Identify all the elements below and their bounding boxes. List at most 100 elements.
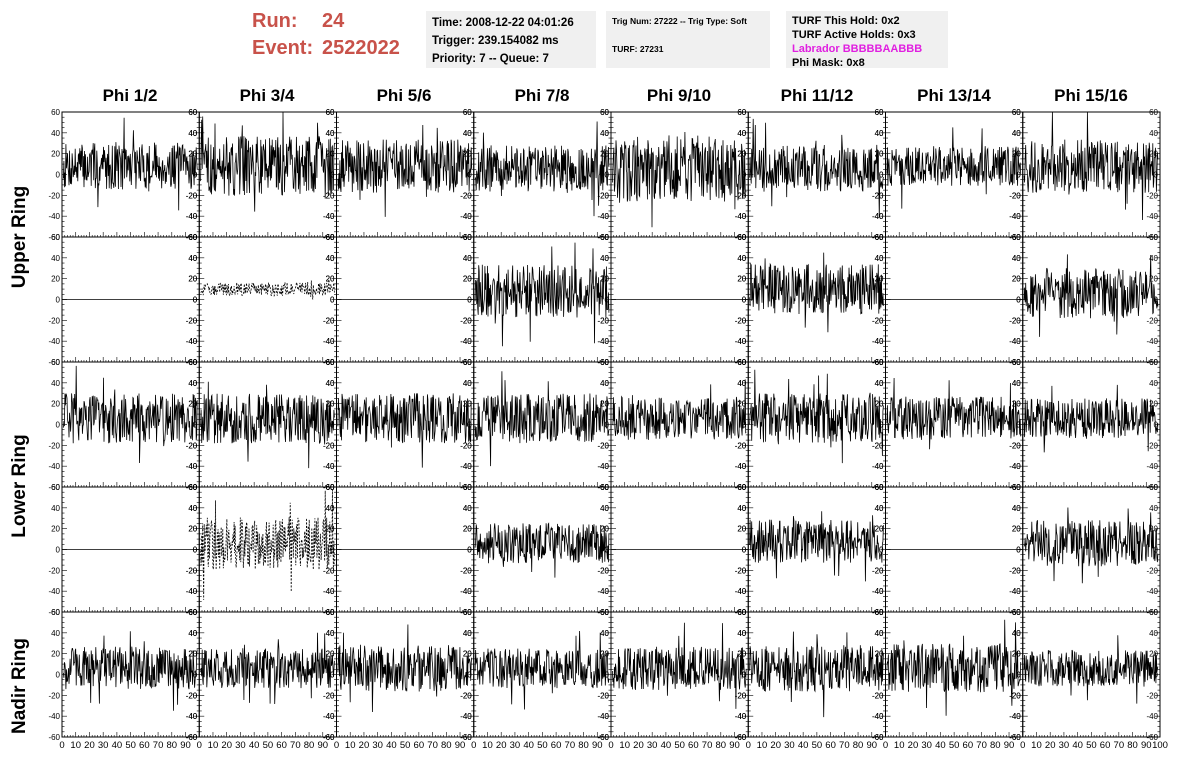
y-tick-label-right: -20: [460, 441, 472, 450]
y-tick-label-right: 20: [463, 275, 472, 284]
y-tick-label-right: -60: [186, 733, 198, 742]
y-tick-label-right: 60: [737, 233, 746, 242]
y-tick-label-left: 0: [742, 421, 747, 430]
y-tick-label-left: -20: [735, 691, 747, 700]
y-tick-label-left: -40: [460, 712, 472, 721]
panel-r4-c5: -60 -60 -40 -40 -20 -20 0 0 20 20 40 40 60 60: [735, 608, 886, 742]
y-tick-label-left: -40: [1009, 462, 1021, 471]
time-line: Time: 2008-12-22 04:01:26: [432, 17, 574, 29]
y-tick-label-left: 40: [737, 629, 746, 638]
y-tick-label-left: -20: [597, 441, 609, 450]
y-tick-label-left: 60: [188, 108, 197, 117]
y-tick-label-left: 60: [463, 108, 472, 117]
y-tick-label-left: -40: [186, 212, 198, 221]
y-tick-label-left: 0: [467, 171, 472, 180]
y-tick-label-left: 60: [1012, 108, 1021, 117]
y-tick-label-right: -20: [1146, 191, 1158, 200]
x-tick-label: 50: [125, 740, 136, 751]
y-tick-label-left: -20: [48, 316, 60, 325]
x-tick-label: 70: [565, 740, 576, 751]
y-tick-label-left: 40: [326, 629, 335, 638]
y-tick-label-left: 60: [463, 608, 472, 617]
waveform-trace: [474, 522, 610, 578]
y-tick-label-left: 0: [605, 171, 610, 180]
y-tick-label-right: 60: [600, 108, 609, 117]
y-tick-label-right: 60: [600, 483, 609, 492]
waveform-trace: [1023, 507, 1159, 584]
panel-r4-c6: -60 -60 -40 -40 -20 -20 0 0 20 20 40 40 60 60: [872, 608, 1024, 742]
y-tick-label-right: -40: [735, 212, 747, 221]
waveform-trace: [63, 631, 198, 711]
y-tick-label-left: 40: [875, 629, 884, 638]
y-tick-label-left: 20: [600, 150, 609, 159]
y-tick-label-right: 40: [737, 629, 746, 638]
x-tick-label: 80: [853, 740, 864, 751]
y-tick-label-right: 60: [463, 483, 472, 492]
x-tick-label: 40: [523, 740, 534, 751]
y-tick-label-right: -20: [597, 316, 609, 325]
y-tick-label-right: 20: [1012, 525, 1021, 534]
y-tick-label-right: 40: [326, 379, 335, 388]
y-tick-label-left: -40: [186, 337, 198, 346]
y-tick-label-left: 20: [51, 150, 60, 159]
waveform-trace: [474, 630, 610, 710]
y-tick-label-left: 0: [605, 296, 610, 305]
y-tick-label-left: -20: [872, 316, 884, 325]
x-tick-label: 60: [276, 740, 287, 751]
panel-r4-c2: -60 -60 -40 -40 -20 -20 0 0 20 20 40 40 60 60: [323, 608, 475, 742]
y-tick-label-left: -40: [186, 587, 198, 596]
x-tick-label: 80: [1127, 740, 1138, 751]
y-tick-label-right: 40: [1012, 254, 1021, 263]
y-tick-label-left: -40: [323, 212, 335, 221]
column-header-phi-9-10: Phi 9/10: [646, 86, 712, 105]
y-tick-label-left: -20: [1009, 441, 1021, 450]
y-tick-label-right: 40: [1149, 254, 1158, 263]
y-tick-label-right: 60: [1012, 108, 1021, 117]
y-tick-label-right: 40: [188, 129, 197, 138]
y-tick-label-left: 0: [193, 546, 198, 555]
y-tick-label-left: 20: [737, 400, 746, 409]
x-tick-label: 30: [921, 740, 932, 751]
y-tick-label-left: 60: [600, 483, 609, 492]
y-tick-label-right: 40: [188, 379, 197, 388]
y-tick-label-right: -40: [1146, 212, 1158, 221]
x-tick-label: 70: [153, 740, 164, 751]
y-tick-label-left: 20: [326, 525, 335, 534]
y-tick-label-left: 20: [463, 650, 472, 659]
x-tick-label: 60: [825, 740, 836, 751]
y-tick-label-right: -20: [1009, 691, 1021, 700]
y-tick-label-left: 40: [326, 504, 335, 513]
y-tick-label-right: -60: [597, 733, 609, 742]
y-tick-label-left: -20: [186, 191, 198, 200]
y-tick-label-left: 20: [188, 150, 197, 159]
y-tick-label-left: -60: [735, 733, 747, 742]
y-tick-label-left: 40: [1012, 629, 1021, 638]
y-tick-label-right: -40: [597, 587, 609, 596]
y-tick-label-left: -20: [735, 441, 747, 450]
y-tick-label-left: -20: [460, 691, 472, 700]
y-tick-label-left: 40: [737, 254, 746, 263]
y-tick-label-left: 60: [875, 483, 884, 492]
y-tick-label-left: 20: [1012, 400, 1021, 409]
y-tick-label-right: 0: [879, 546, 884, 555]
y-tick-label-left: 20: [326, 400, 335, 409]
y-tick-label-right: 0: [467, 546, 472, 555]
y-tick-label-left: -20: [186, 316, 198, 325]
y-tick-label-left: -20: [323, 191, 335, 200]
y-tick-label-left: 0: [742, 671, 747, 680]
y-tick-label-left: -20: [735, 566, 747, 575]
y-tick-label-right: -20: [460, 566, 472, 575]
y-tick-label-right: 60: [737, 483, 746, 492]
column-header-phi-11-12: Phi 11/12: [780, 86, 854, 105]
y-tick-label-right: -60: [1009, 733, 1021, 742]
y-tick-label-left: 60: [875, 358, 884, 367]
waveform-trace: [749, 369, 884, 464]
x-tick-label: 0: [1020, 740, 1025, 751]
y-tick-label-right: 60: [1012, 358, 1021, 367]
y-tick-label-left: 20: [1012, 650, 1021, 659]
waveform-trace: [337, 393, 472, 468]
y-tick-label-left: -40: [735, 337, 747, 346]
y-tick-label-left: 0: [742, 171, 747, 180]
